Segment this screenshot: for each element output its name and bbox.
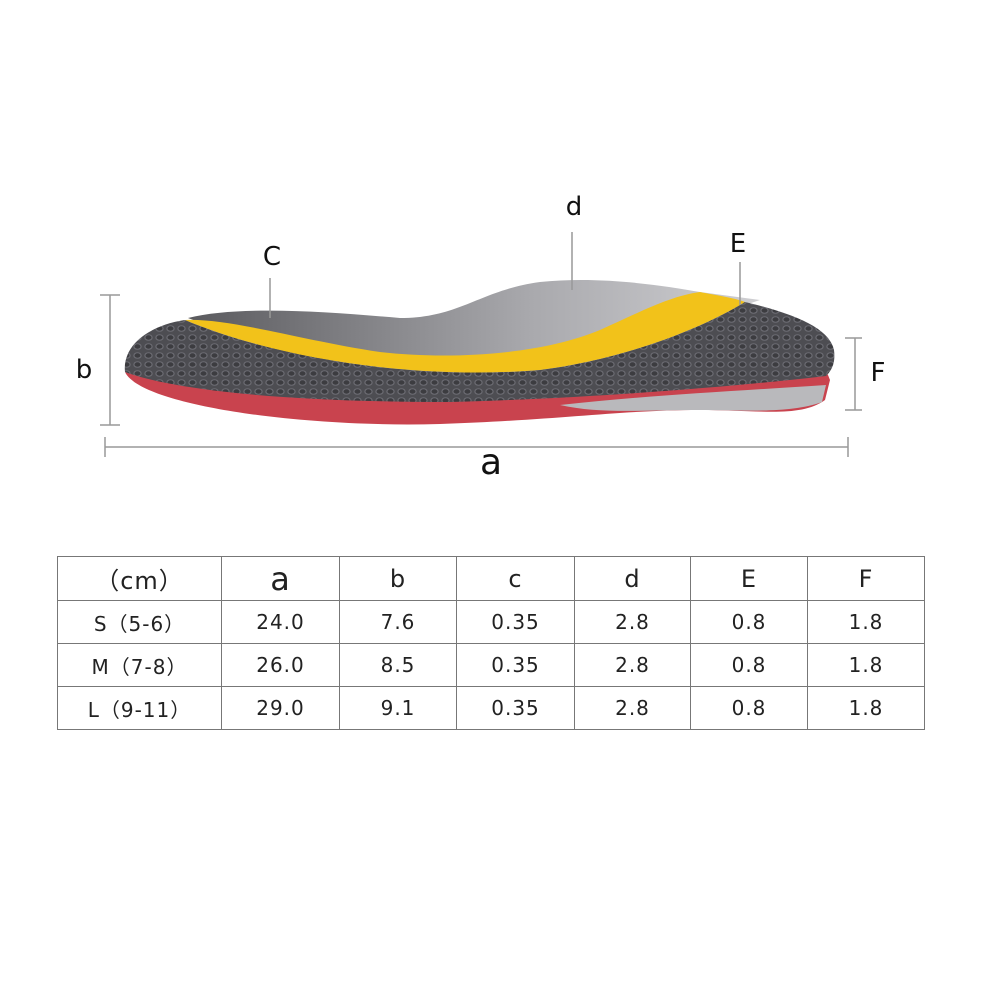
- size-table: （cm） a b c d E F S（5-6） 24.0 7.6 0.35 2.8 0.8 1.8 M（7-…: [57, 556, 925, 730]
- table-cell: 0.35: [456, 686, 575, 730]
- insole-stripe: [185, 292, 745, 373]
- dimension-lines: [100, 232, 862, 457]
- table-cell: 7.6: [339, 600, 457, 644]
- table-cell: 2.8: [574, 643, 691, 687]
- table-cell: 8.5: [339, 643, 457, 687]
- table-cell: 1.8: [807, 600, 925, 644]
- table-cell: （cm）: [57, 556, 222, 601]
- table-cell: d: [574, 556, 691, 601]
- table-row: L（9-11） 29.0 9.1 0.35 2.8 0.8 1.8: [57, 686, 925, 730]
- insole-sole: [125, 370, 830, 425]
- table-cell: 2.8: [574, 600, 691, 644]
- table-row: （cm） a b c d E F: [57, 556, 925, 601]
- label-f: F: [871, 358, 886, 388]
- table-cell: 1.8: [807, 686, 925, 730]
- table-cell: E: [690, 556, 808, 601]
- label-e: E: [730, 229, 746, 259]
- table-row: M（7-8） 26.0 8.5 0.35 2.8 0.8 1.8: [57, 643, 925, 687]
- table-cell: S（5-6）: [57, 600, 222, 644]
- label-b: b: [76, 355, 93, 385]
- insole-foam: [560, 385, 826, 411]
- table-cell: 0.35: [456, 600, 575, 644]
- table-cell: 1.8: [807, 643, 925, 687]
- insole-surface: [124, 302, 835, 402]
- table-cell: M（7-8）: [57, 643, 222, 687]
- table-cell: 24.0: [221, 600, 340, 644]
- table-cell: 9.1: [339, 686, 457, 730]
- table-cell: 0.8: [690, 686, 808, 730]
- table-cell: L（9-11）: [57, 686, 222, 730]
- table-cell: 0.8: [690, 643, 808, 687]
- label-a: a: [480, 442, 502, 483]
- table-cell: 0.8: [690, 600, 808, 644]
- table-cell: 2.8: [574, 686, 691, 730]
- label-d: d: [566, 192, 583, 222]
- table-cell: 0.35: [456, 643, 575, 687]
- table-cell: 26.0: [221, 643, 340, 687]
- table-cell: b: [339, 556, 457, 601]
- table-cell: a: [221, 556, 340, 601]
- table-cell: F: [807, 556, 925, 601]
- label-c: C: [263, 242, 281, 272]
- table-cell: c: [456, 556, 575, 601]
- insole-diagram: b a C d E F: [76, 192, 886, 483]
- table-row: S（5-6） 24.0 7.6 0.35 2.8 0.8 1.8: [57, 600, 925, 644]
- table-cell: 29.0: [221, 686, 340, 730]
